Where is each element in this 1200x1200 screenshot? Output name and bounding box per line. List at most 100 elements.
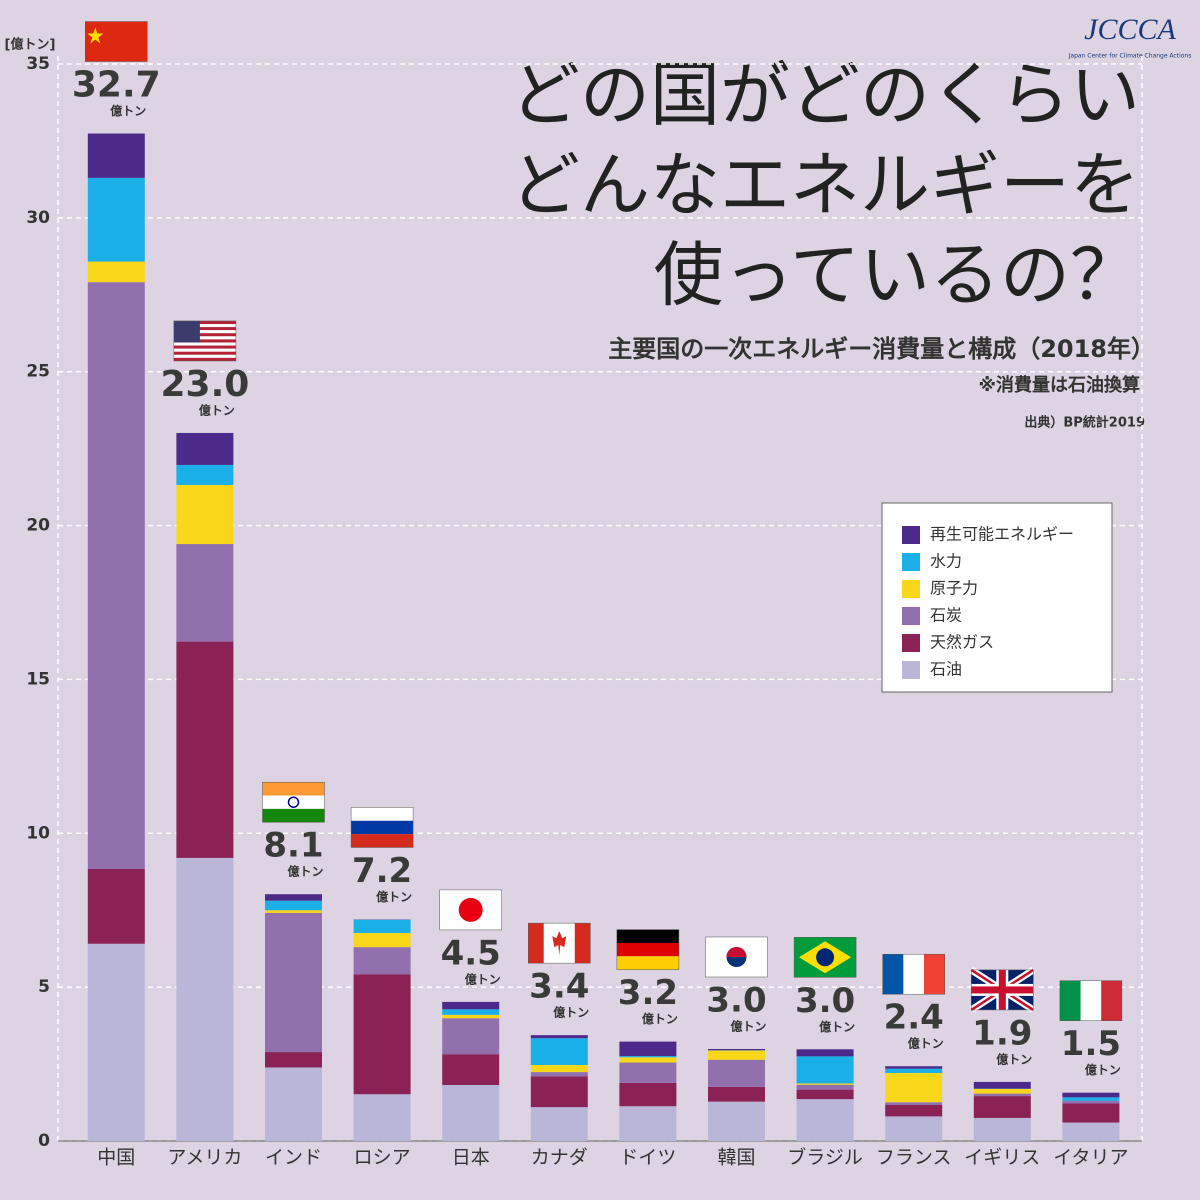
total-unit: 億トン bbox=[819, 1019, 855, 1034]
bar-segment bbox=[87, 177, 145, 262]
flag-part bbox=[262, 795, 325, 809]
flag-part bbox=[458, 897, 483, 922]
bar-segment bbox=[442, 1084, 500, 1141]
flag bbox=[439, 889, 502, 931]
source: 出典）BP統計2019 bbox=[1024, 415, 1145, 431]
bar-segment bbox=[796, 1089, 854, 1100]
bar-segment bbox=[796, 1084, 854, 1090]
flag-part bbox=[1080, 980, 1102, 1021]
bar-segment bbox=[265, 900, 322, 911]
legend-label: 原子力 bbox=[930, 579, 978, 598]
total-label: 7.2 bbox=[352, 851, 412, 891]
bar-segment bbox=[530, 1064, 588, 1073]
title-line: どの国がどのくらい bbox=[510, 54, 1140, 136]
bar-segment bbox=[973, 1088, 1031, 1094]
flag bbox=[616, 929, 680, 970]
flag-border bbox=[882, 953, 945, 995]
x-tick-label: カナダ bbox=[531, 1147, 588, 1169]
flag bbox=[173, 320, 237, 362]
x-tick-label: 中国 bbox=[97, 1147, 135, 1169]
flag-part bbox=[616, 929, 679, 943]
bar-segment bbox=[708, 1050, 765, 1060]
flag-border bbox=[1059, 980, 1123, 1021]
bar-segment bbox=[530, 1038, 588, 1065]
bar-segment bbox=[265, 1052, 322, 1068]
bar-segment bbox=[176, 857, 234, 1141]
flag-part bbox=[173, 348, 236, 352]
bar-segment bbox=[265, 1067, 322, 1141]
subtitle: 主要国の一次エネルギー消費量と構成（2018年） bbox=[608, 335, 1155, 363]
flag bbox=[262, 781, 325, 823]
flag bbox=[85, 21, 148, 62]
flag-border bbox=[262, 781, 325, 823]
flag-part bbox=[924, 954, 945, 995]
bar-segment bbox=[530, 1035, 588, 1039]
bar-segment bbox=[708, 1101, 765, 1141]
flag bbox=[969, 966, 1036, 1013]
bar-segment bbox=[530, 1076, 588, 1108]
bar-segment bbox=[442, 1054, 500, 1085]
flag-part bbox=[173, 339, 236, 343]
bar-segment bbox=[796, 1083, 854, 1085]
flag-part bbox=[173, 351, 236, 355]
bar-segment bbox=[1062, 1092, 1120, 1098]
flag-part bbox=[87, 27, 104, 44]
bar-segment bbox=[708, 1059, 765, 1087]
total-label: 32.7 bbox=[72, 65, 161, 106]
x-tick-label: アメリカ bbox=[167, 1147, 242, 1169]
legend-swatch bbox=[902, 634, 920, 652]
bar-segment bbox=[87, 282, 145, 869]
x-tick-label: ドイツ bbox=[619, 1147, 676, 1169]
flag-part bbox=[816, 948, 835, 967]
y-axis-label: [億トン] bbox=[5, 37, 56, 53]
legend-swatch bbox=[902, 607, 920, 625]
title-line: どんなエネルギーを bbox=[510, 144, 1140, 226]
bar-segment bbox=[885, 1066, 943, 1069]
bar-segment bbox=[530, 1107, 588, 1141]
flag-part bbox=[173, 330, 236, 334]
total-label: 1.9 bbox=[972, 1013, 1032, 1053]
flag-part bbox=[1059, 980, 1081, 1021]
x-tick-label: 韓国 bbox=[717, 1147, 755, 1169]
flag-part bbox=[173, 320, 236, 325]
y-tick-label: 20 bbox=[26, 516, 50, 536]
flag-part bbox=[903, 954, 925, 995]
bar-segment bbox=[708, 1048, 765, 1051]
total-label: 23.0 bbox=[160, 364, 249, 405]
flag-part bbox=[616, 956, 679, 970]
legend-label: 水力 bbox=[930, 552, 962, 571]
bar-segment bbox=[442, 1001, 500, 1010]
flag-part bbox=[173, 357, 236, 361]
total-label: 1.5 bbox=[1061, 1024, 1121, 1064]
bar-segment bbox=[885, 1102, 943, 1105]
bar-segment bbox=[619, 1062, 677, 1083]
flag-part bbox=[726, 946, 747, 957]
flag bbox=[528, 922, 591, 964]
bar-segment bbox=[176, 464, 234, 485]
x-tick-label: インド bbox=[265, 1147, 322, 1169]
flag-part bbox=[574, 923, 591, 964]
y-tick-label: 15 bbox=[26, 669, 50, 689]
bar-segment bbox=[353, 919, 411, 933]
y-tick-label: 25 bbox=[26, 362, 50, 382]
flag-part bbox=[173, 327, 236, 331]
flag bbox=[1059, 980, 1123, 1021]
bar-segment bbox=[1062, 1103, 1120, 1123]
x-tick-label: ロシア bbox=[354, 1147, 411, 1169]
bar-segment bbox=[619, 1056, 677, 1058]
legend-swatch bbox=[902, 526, 920, 544]
bar-segment bbox=[885, 1116, 943, 1141]
bar-segment bbox=[442, 1009, 500, 1015]
flag-part bbox=[351, 807, 414, 821]
flag-border bbox=[350, 807, 414, 848]
flag-border bbox=[971, 969, 1034, 1011]
bar-segment bbox=[176, 432, 234, 465]
bar-segment bbox=[442, 1014, 500, 1019]
bar-segment bbox=[885, 1072, 943, 1103]
flag-part bbox=[1101, 980, 1122, 1021]
bar-segment bbox=[796, 1099, 854, 1141]
total-unit: 億トン bbox=[199, 402, 235, 417]
flag-part bbox=[262, 808, 325, 823]
bar-segment bbox=[442, 1018, 500, 1055]
